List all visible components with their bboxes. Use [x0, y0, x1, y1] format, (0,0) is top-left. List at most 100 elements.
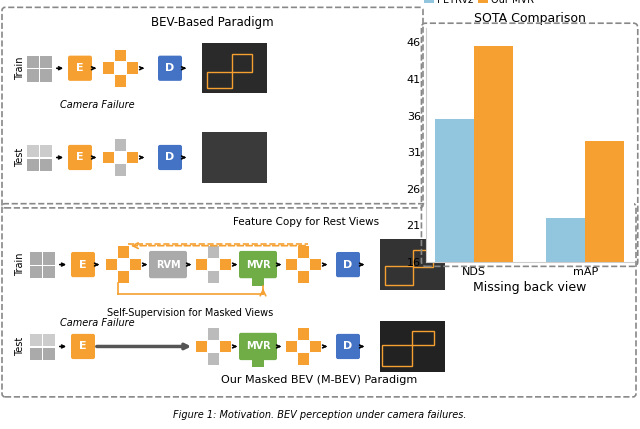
Bar — [115, 63, 125, 74]
Bar — [27, 69, 39, 82]
Bar — [413, 250, 433, 267]
Text: Train: Train — [15, 57, 25, 80]
Bar — [106, 272, 116, 283]
Bar — [195, 259, 207, 270]
Bar — [435, 119, 474, 379]
Bar — [207, 353, 218, 365]
Text: D: D — [165, 152, 175, 163]
Bar — [298, 353, 308, 365]
Text: MVR: MVR — [246, 341, 270, 351]
Bar — [27, 56, 39, 68]
Bar — [40, 145, 52, 157]
FancyBboxPatch shape — [68, 56, 92, 81]
Bar — [115, 75, 125, 87]
Bar — [127, 139, 138, 151]
Text: D: D — [165, 63, 175, 73]
Bar — [115, 139, 125, 151]
Bar — [30, 266, 42, 278]
Bar — [385, 266, 413, 284]
Bar — [285, 353, 296, 365]
Text: Train: Train — [15, 253, 25, 276]
Text: Camera Failure: Camera Failure — [60, 318, 134, 328]
Bar — [27, 145, 39, 157]
FancyBboxPatch shape — [68, 145, 92, 170]
Bar — [310, 328, 321, 340]
Bar — [43, 252, 55, 265]
Bar — [474, 46, 513, 379]
Bar — [285, 341, 296, 352]
Bar — [115, 50, 125, 61]
Bar — [102, 164, 113, 176]
Text: MVR: MVR — [246, 260, 270, 269]
Bar — [310, 353, 321, 365]
Bar — [195, 328, 207, 340]
Bar — [310, 341, 321, 352]
Text: Camera Failure: Camera Failure — [60, 100, 134, 110]
Bar — [127, 164, 138, 176]
Bar — [207, 328, 218, 340]
Bar — [285, 259, 296, 270]
Bar — [127, 63, 138, 74]
Bar — [207, 73, 232, 88]
Bar — [202, 132, 267, 183]
Text: D: D — [344, 260, 353, 269]
Bar — [102, 50, 113, 61]
Bar — [220, 353, 230, 365]
Bar — [40, 159, 52, 171]
Bar — [310, 246, 321, 258]
Bar — [310, 259, 321, 270]
Bar — [118, 246, 129, 258]
Text: E: E — [79, 260, 87, 269]
Bar — [27, 159, 39, 171]
Bar — [129, 246, 141, 258]
FancyBboxPatch shape — [336, 334, 360, 359]
Bar — [220, 341, 230, 352]
Bar — [127, 50, 138, 61]
X-axis label: Missing back view: Missing back view — [473, 281, 586, 294]
FancyBboxPatch shape — [239, 251, 277, 278]
Bar — [298, 259, 308, 270]
Text: Our Masked BEV (M-BEV) Paradigm: Our Masked BEV (M-BEV) Paradigm — [221, 375, 417, 385]
Bar — [195, 272, 207, 283]
Text: Figure 1: Motivation. BEV perception under camera failures.: Figure 1: Motivation. BEV perception und… — [173, 411, 467, 420]
Bar — [380, 239, 445, 290]
Bar — [40, 56, 52, 68]
Bar — [298, 341, 308, 352]
Text: RVM: RVM — [156, 260, 180, 269]
Bar — [220, 272, 230, 283]
Bar — [220, 328, 230, 340]
Bar — [207, 259, 218, 270]
FancyBboxPatch shape — [239, 333, 277, 360]
Text: D: D — [344, 341, 353, 351]
FancyBboxPatch shape — [158, 145, 182, 170]
Bar — [30, 347, 42, 360]
Bar — [127, 152, 138, 163]
Bar — [252, 359, 264, 368]
FancyBboxPatch shape — [149, 251, 187, 278]
FancyBboxPatch shape — [158, 56, 182, 81]
Title: SOTA Comparison: SOTA Comparison — [474, 12, 586, 25]
Bar — [43, 266, 55, 278]
Bar — [207, 341, 218, 352]
Bar — [106, 259, 116, 270]
Text: Test: Test — [15, 337, 25, 356]
Bar — [129, 259, 141, 270]
Bar — [102, 152, 113, 163]
Bar — [106, 246, 116, 258]
Bar — [202, 43, 267, 94]
Bar — [129, 272, 141, 283]
Bar — [285, 328, 296, 340]
Bar — [547, 218, 585, 379]
Bar — [115, 152, 125, 163]
Text: E: E — [76, 63, 84, 73]
FancyBboxPatch shape — [336, 252, 360, 277]
Legend: PETRv2, Our MVR: PETRv2, Our MVR — [420, 0, 538, 9]
FancyBboxPatch shape — [71, 334, 95, 359]
Bar — [412, 331, 434, 345]
Bar — [102, 75, 113, 87]
Bar — [207, 246, 218, 258]
Bar — [195, 341, 207, 352]
Bar — [127, 75, 138, 87]
Bar — [232, 54, 252, 73]
Bar — [298, 246, 308, 258]
